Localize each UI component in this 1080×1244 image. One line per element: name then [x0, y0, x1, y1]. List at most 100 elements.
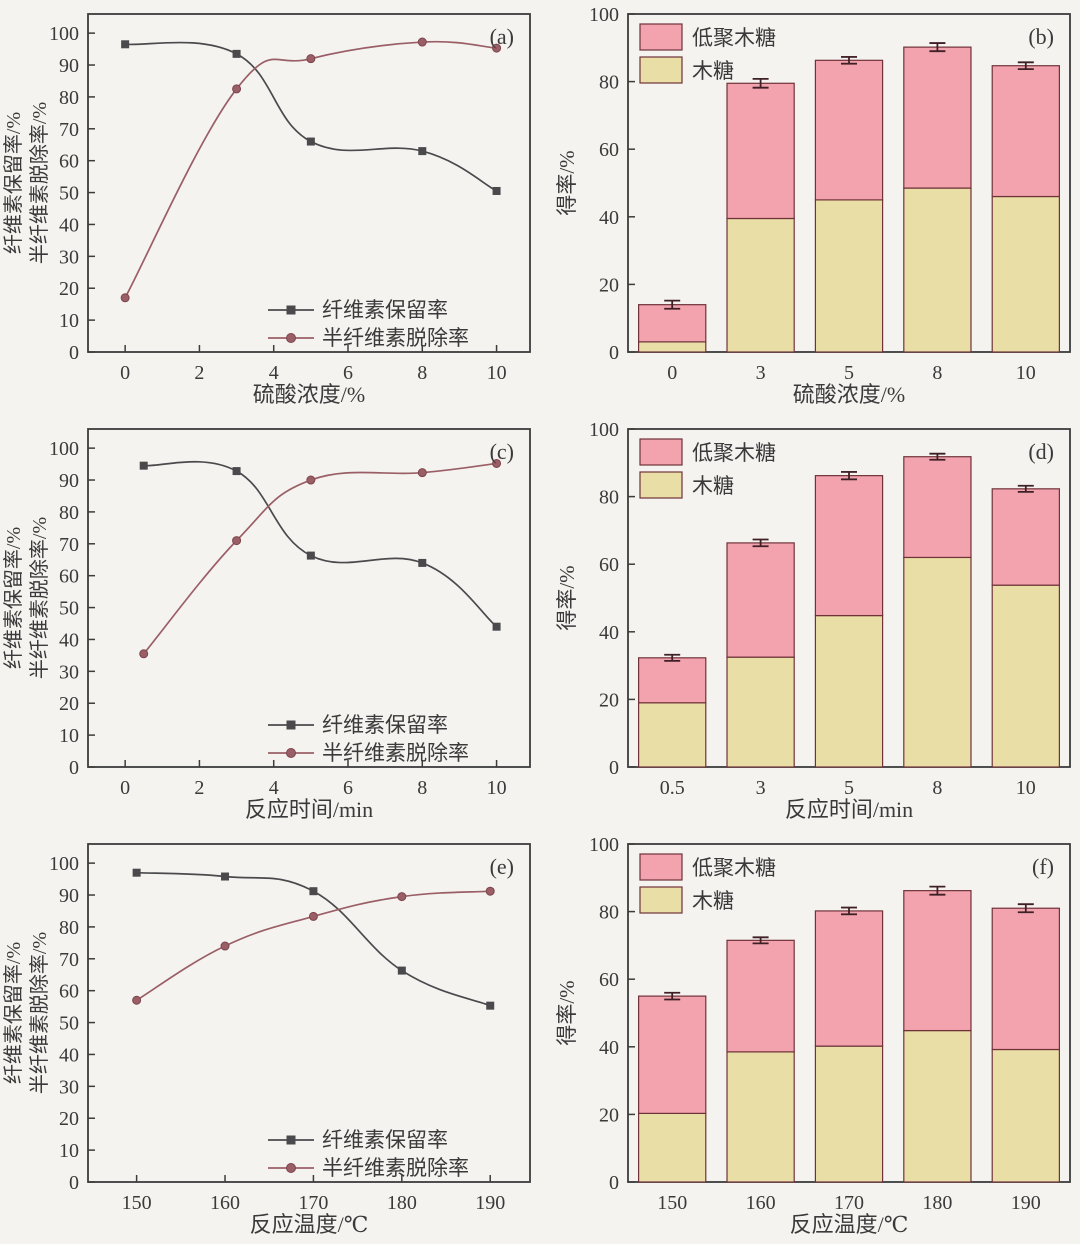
data-point-square-marker	[418, 558, 427, 567]
x-tick-label: 150	[657, 1192, 687, 1214]
y-tick-label: 40	[59, 1044, 79, 1066]
legend-swatch	[639, 23, 683, 51]
bar-segment-xylooligosaccharide	[814, 475, 884, 617]
bar-segment-xylose	[991, 195, 1060, 353]
error-bar	[1017, 484, 1034, 493]
bar-segment-xylose	[726, 217, 795, 353]
legend-label: 木糖	[692, 59, 734, 83]
y-tick-label: 80	[599, 902, 619, 924]
y-tick-label: 100	[49, 23, 79, 45]
y-tick-label: 40	[599, 1037, 619, 1059]
x-tick-label: 10	[487, 777, 507, 799]
x-tick-label: 10	[487, 362, 507, 384]
y-tick-label: 60	[59, 566, 79, 588]
bar-segment-xylooligosaccharide	[814, 910, 884, 1047]
x-tick-label: 10	[1016, 777, 1036, 799]
bar-segment-xylooligosaccharide	[638, 657, 707, 704]
data-point-square-marker	[418, 147, 427, 156]
data-point-square-marker	[306, 551, 315, 560]
x-tick-label: 150	[122, 1192, 152, 1214]
legend-label: 低聚木糖	[692, 441, 776, 465]
panel-letter-label: (a)	[490, 24, 514, 49]
y-tick-label: 90	[59, 885, 79, 907]
x-tick-label: 170	[834, 1192, 864, 1214]
error-bar	[752, 77, 769, 89]
series-line-cellulose-retention	[143, 460, 498, 628]
data-point-circle-marker	[417, 468, 427, 478]
y-tick-label: 90	[59, 55, 79, 77]
x-tick-label: 4	[269, 777, 279, 799]
y-axis-label: 半纤维素脱除率/%	[28, 102, 51, 264]
error-bar	[929, 452, 946, 461]
plot-frame	[87, 843, 531, 1183]
data-point-square-marker	[139, 461, 148, 470]
data-point-circle-marker	[485, 886, 495, 896]
y-tick-label: 40	[59, 629, 79, 651]
y-tick-label: 80	[599, 72, 619, 94]
bar-segment-xylooligosaccharide	[814, 59, 884, 201]
panel-letter-label: (b)	[1028, 24, 1054, 49]
bar-segment-xylooligosaccharide	[903, 456, 972, 559]
y-tick-label: 50	[59, 598, 79, 620]
y-tick-label: 40	[599, 207, 619, 229]
y-tick-label: 20	[59, 278, 79, 300]
panel-letter-label: (d)	[1028, 439, 1054, 464]
data-point-square-marker	[232, 467, 241, 476]
x-tick-label: 0	[120, 362, 130, 384]
x-tick-label: 190	[475, 1192, 505, 1214]
y-tick-label: 70	[59, 119, 79, 141]
legend-label: 木糖	[692, 474, 734, 498]
legend-circle-marker	[286, 1163, 296, 1173]
x-tick-label: 5	[844, 362, 854, 384]
y-tick-label: 80	[59, 502, 79, 524]
x-tick-label: 160	[210, 1192, 240, 1214]
y-tick-label: 100	[589, 4, 619, 26]
x-tick-label: 3	[756, 362, 766, 384]
y-axis-label: 半纤维素脱除率/%	[28, 517, 51, 679]
x-tick-label: 180	[922, 1192, 952, 1214]
y-tick-label: 60	[59, 981, 79, 1003]
x-tick-label: 2	[194, 777, 204, 799]
x-tick-label: 5	[844, 777, 854, 799]
x-tick-label: 0	[120, 777, 130, 799]
legend-label: 半纤维素脱除率	[322, 326, 469, 350]
x-axis-label: 反应温度/℃	[250, 1212, 369, 1237]
data-point-circle-marker	[132, 995, 142, 1005]
bar-segment-xylooligosaccharide	[726, 82, 795, 220]
data-point-square-marker	[221, 872, 230, 881]
y-tick-label: 50	[59, 1013, 79, 1035]
y-tick-label: 100	[49, 853, 79, 875]
bar-segment-xylooligosaccharide	[991, 65, 1060, 198]
x-tick-label: 160	[746, 1192, 776, 1214]
y-axis-label: 得率/%	[555, 150, 579, 215]
y-tick-label: 100	[49, 438, 79, 460]
legend-swatch	[639, 56, 683, 84]
y-tick-label: 20	[599, 689, 619, 711]
y-tick-label: 20	[59, 1108, 79, 1130]
legend-label: 低聚木糖	[692, 856, 776, 880]
y-axis-label: 纤维素保留率/%	[2, 112, 25, 254]
bar-segment-xylose	[903, 1029, 972, 1183]
y-tick-label: 80	[59, 917, 79, 939]
x-tick-label: 2	[194, 362, 204, 384]
y-tick-label: 0	[69, 342, 79, 364]
data-point-circle-marker	[492, 458, 502, 468]
x-axis-label: 硫酸浓度/%	[253, 382, 365, 407]
data-point-square-marker	[306, 137, 315, 146]
data-point-circle-marker	[232, 84, 242, 94]
error-bar	[664, 991, 681, 1001]
data-point-square-marker	[121, 40, 130, 49]
y-tick-label: 20	[599, 1104, 619, 1126]
panel-d-cell: 0 20 40 60 80 100 0.5 3 5 8 10 低聚木糖 木糖 得率/% 反应时间/min (d…	[540, 415, 1080, 829]
bar-segment-xylooligosaccharide	[991, 488, 1060, 586]
x-tick-label: 0.5	[660, 777, 685, 799]
y-axis-label: 纤维素保留率/%	[2, 942, 25, 1084]
legend-label: 纤维素保留率	[322, 1128, 448, 1152]
y-tick-label: 100	[589, 834, 619, 856]
